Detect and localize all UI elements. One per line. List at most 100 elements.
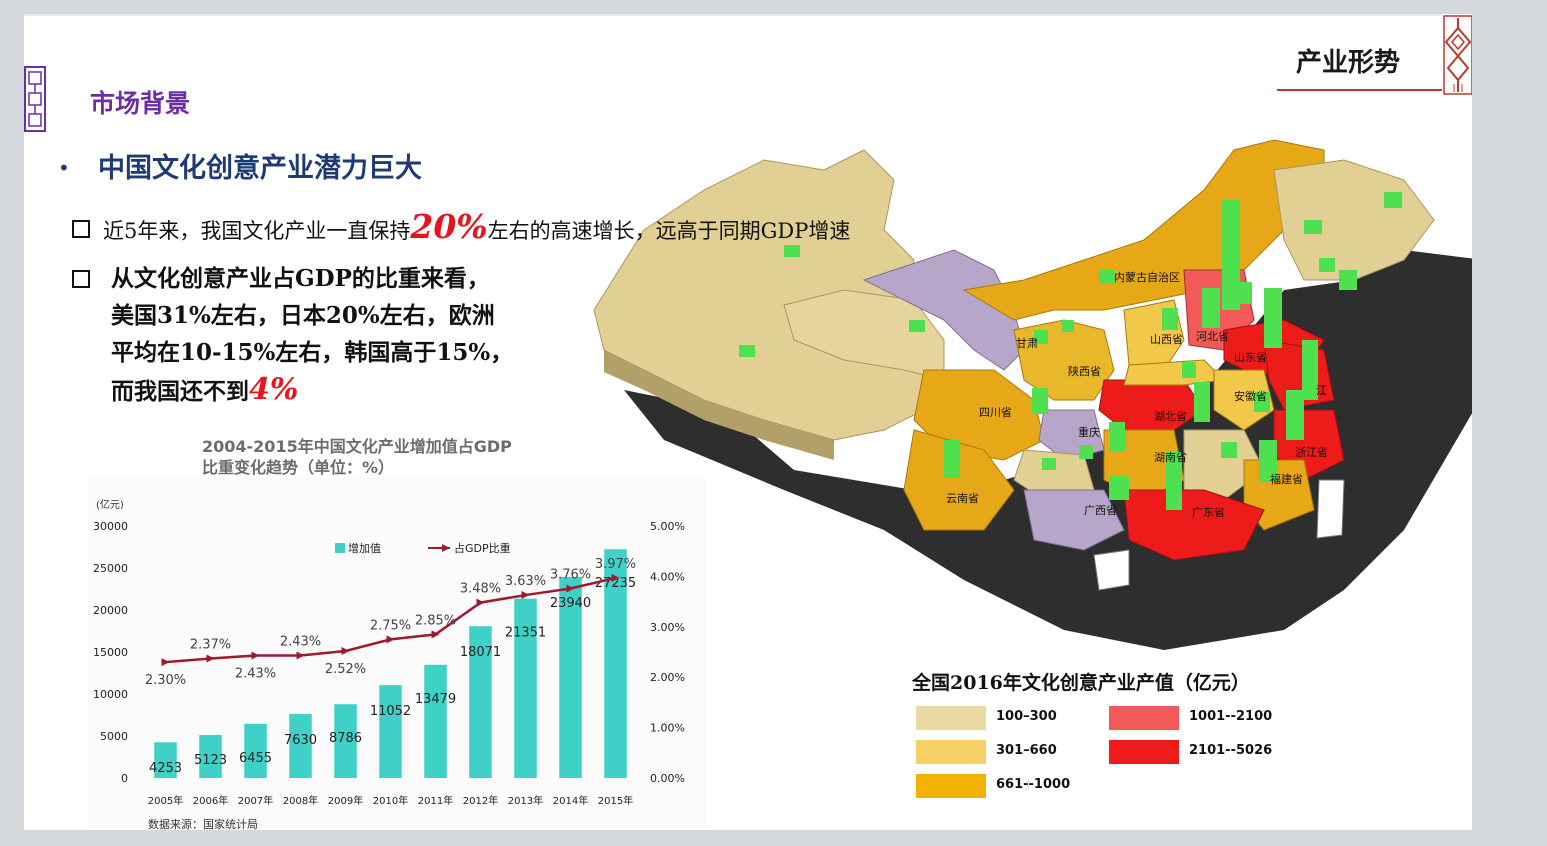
combo-chart: (亿元) 0 5000 10000 15000 20000 25000 30000 0.00% 1… bbox=[93, 498, 685, 830]
line-value-label: 2.75% bbox=[370, 618, 411, 633]
legend-bar-swatch bbox=[335, 543, 345, 553]
region-guangxi bbox=[1023, 489, 1125, 551]
point-gdp-share: 从文化创意产业占GDP的比重来看， 美国31%左右，日本20%左右，欧洲 平均在… bbox=[72, 260, 591, 410]
map-bar bbox=[1286, 390, 1304, 440]
china-map: 内蒙古自治区 甘肃 山西省 河北省 山东省 陕西省 四川省 重庆 湖北省 安徽省… bbox=[593, 139, 1472, 650]
map-bar bbox=[1221, 442, 1237, 458]
category-label: 2013年 bbox=[508, 794, 543, 807]
checkbox-square-icon bbox=[72, 220, 90, 238]
line-value-label: 3.97% bbox=[595, 557, 636, 572]
heading-bullet: • bbox=[58, 156, 70, 180]
bar bbox=[289, 713, 312, 778]
line-value-label: 3.63% bbox=[505, 574, 546, 589]
line-point bbox=[251, 651, 260, 660]
category-label: 2009年 bbox=[328, 794, 363, 807]
line-point bbox=[431, 630, 440, 639]
line-point bbox=[611, 573, 620, 582]
legend-label: 661--1000 bbox=[996, 777, 1071, 792]
bar bbox=[154, 742, 177, 778]
right-tick-label: 5.00% bbox=[650, 520, 685, 533]
map-bar bbox=[1182, 362, 1196, 378]
right-tick-label: 1.00% bbox=[650, 722, 685, 735]
map-bar bbox=[1079, 445, 1093, 459]
legend-title: 全国2016年文化创意产业产值（亿元） bbox=[912, 672, 1250, 694]
corner-title: 产业形势 bbox=[1296, 48, 1401, 78]
line-value-label: 2.43% bbox=[280, 635, 321, 650]
region-west-side bbox=[604, 350, 834, 460]
line-point bbox=[296, 651, 305, 660]
province-labels: 内蒙古自治区 甘肃 山西省 河北省 山东省 陕西省 四川省 重庆 湖北省 安徽省… bbox=[946, 270, 1328, 519]
line-value-label: 2.30% bbox=[145, 673, 186, 688]
legend-line-label: 占GDP比重 bbox=[454, 541, 511, 555]
legend-swatch bbox=[916, 740, 986, 764]
bar bbox=[244, 723, 267, 778]
legend-label: 100–300 bbox=[996, 709, 1057, 724]
bar bbox=[469, 626, 492, 778]
line-value-label: 2.37% bbox=[190, 638, 231, 653]
right-tick-label: 4.00% bbox=[650, 570, 685, 583]
province-label: 湖北省 bbox=[1154, 410, 1187, 423]
province-label: 江 bbox=[1316, 384, 1327, 397]
map-bar bbox=[1099, 270, 1115, 284]
bar-value-label: 13479 bbox=[415, 692, 456, 707]
region-hainan bbox=[1093, 549, 1130, 591]
region-yunnan bbox=[903, 429, 1015, 531]
province-label: 安徽省 bbox=[1234, 389, 1267, 403]
map-bar bbox=[1194, 382, 1210, 422]
line-point bbox=[161, 658, 170, 667]
bar bbox=[379, 685, 402, 778]
legend-bar-label: 增加值 bbox=[348, 541, 381, 555]
province-label: 浙江省 bbox=[1295, 446, 1328, 459]
province-label: 广东省 bbox=[1192, 506, 1225, 519]
line-value-label: 3.48% bbox=[460, 582, 501, 597]
map-bar bbox=[944, 440, 960, 478]
bar-value-label: 8786 bbox=[329, 731, 362, 746]
province-label: 陕西省 bbox=[1068, 364, 1101, 378]
bar bbox=[334, 704, 357, 778]
map-bar bbox=[1032, 388, 1048, 414]
map-bar bbox=[739, 345, 755, 357]
province-label: 山东省 bbox=[1234, 351, 1267, 364]
region-taiwan bbox=[1316, 479, 1345, 539]
bar bbox=[424, 664, 447, 778]
chart-panel: (亿元) 0 5000 10000 15000 20000 25000 30000 0.00% 1… bbox=[88, 478, 706, 830]
map-bar bbox=[1062, 320, 1074, 332]
category-label: 2006年 bbox=[193, 794, 228, 807]
province-label: 云南省 bbox=[946, 492, 979, 505]
region-guangdong bbox=[1123, 489, 1265, 561]
map-bar bbox=[1166, 452, 1182, 510]
line-point bbox=[386, 635, 395, 644]
map-bar bbox=[1034, 330, 1048, 344]
map-value-bars bbox=[739, 192, 1402, 510]
line-point bbox=[341, 646, 350, 655]
point-growth-text: 近5年来，我国文化产业一直保持 bbox=[103, 219, 411, 243]
province-label: 福建省 bbox=[1270, 472, 1303, 486]
map-bar bbox=[784, 245, 800, 257]
region-northeast bbox=[1273, 159, 1435, 281]
legend-swatch bbox=[916, 706, 986, 730]
top-rule bbox=[24, 14, 1472, 16]
map-bar bbox=[1202, 288, 1220, 328]
left-axis-unit: (亿元) bbox=[96, 498, 124, 511]
province-label: 甘肃 bbox=[1016, 337, 1038, 350]
gdp-share-line: 从文化创意产业占GDP的比重来看， bbox=[111, 265, 490, 292]
bar-value-label: 18071 bbox=[460, 645, 501, 660]
left-tick-label: 0 bbox=[121, 772, 128, 785]
map-bar bbox=[1319, 258, 1335, 272]
region-anhui bbox=[1213, 369, 1275, 431]
line-value-label: 2.43% bbox=[235, 667, 276, 682]
category-label: 2011年 bbox=[418, 794, 453, 807]
bar bbox=[514, 598, 537, 778]
province-label: 山西省 bbox=[1150, 333, 1183, 346]
map-bar bbox=[1304, 220, 1322, 234]
checkbox-square-icon bbox=[72, 270, 90, 288]
legend-swatch bbox=[916, 774, 986, 798]
left-tick-label: 10000 bbox=[93, 688, 128, 701]
section-title: 市场背景 bbox=[90, 89, 191, 118]
line-value-label: 2.85% bbox=[415, 613, 456, 628]
map-bar bbox=[909, 320, 925, 332]
category-label: 2005年 bbox=[148, 794, 183, 807]
map-bar bbox=[1254, 392, 1270, 412]
left-tick-label: 15000 bbox=[93, 646, 128, 659]
map-bar bbox=[1264, 288, 1282, 348]
